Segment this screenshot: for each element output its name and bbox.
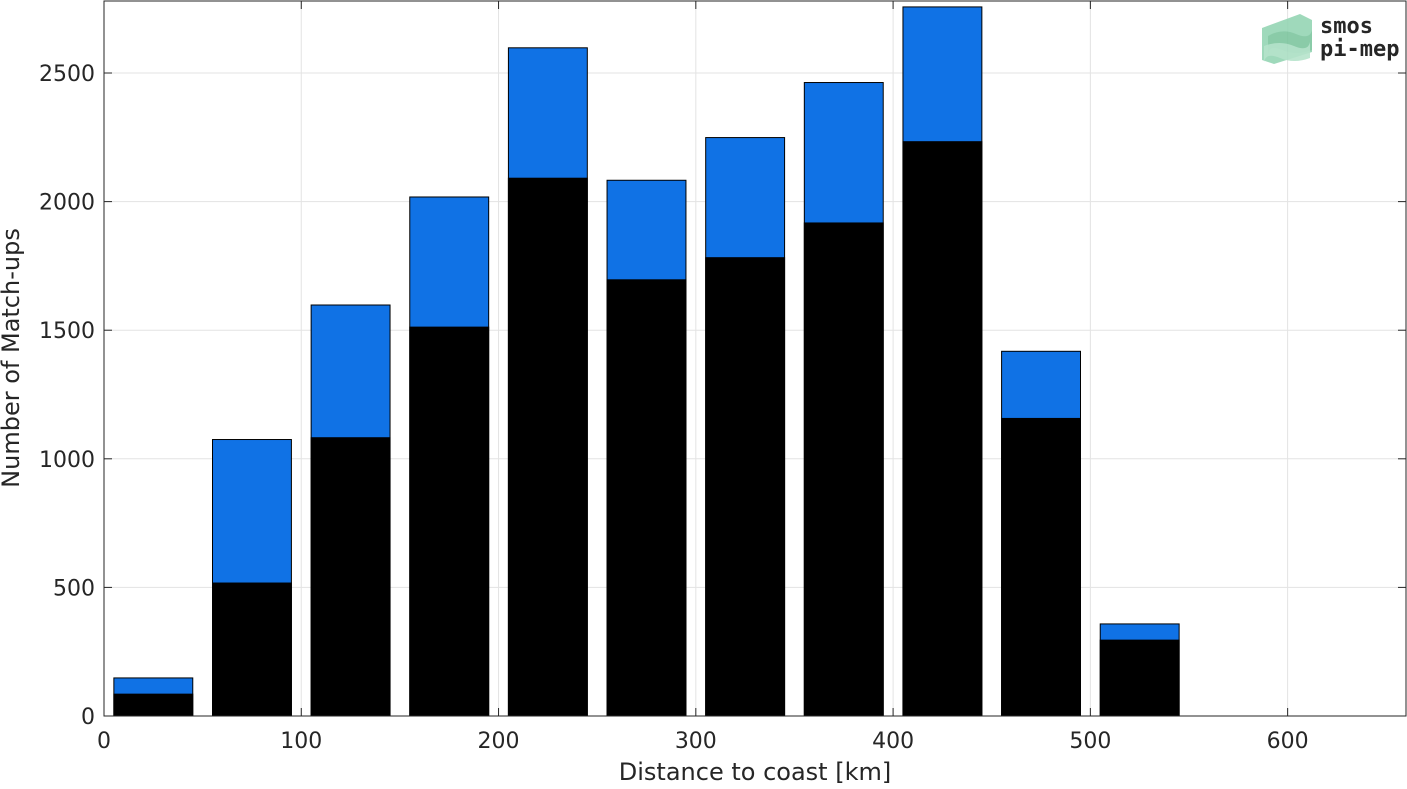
y-tick-label: 2000 <box>39 191 95 216</box>
y-tick-label: 1000 <box>39 448 95 473</box>
bar-series-2 <box>902 141 983 717</box>
x-tick-label: 500 <box>1069 729 1111 754</box>
bar-series-2 <box>113 693 194 717</box>
bar-series-2 <box>409 326 490 717</box>
ticks-layer: 0 100 200 300 400 500 600 0 500 1000 1500 2000 2500 <box>39 1 1406 754</box>
bar-series-2 <box>310 437 391 717</box>
y-tick-label: 500 <box>53 576 95 601</box>
plot-frame <box>103 0 1407 717</box>
x-tick-label: 600 <box>1267 729 1309 754</box>
bar-series-2 <box>803 222 884 717</box>
x-tick-label: 0 <box>97 729 111 754</box>
x-axis-title: Distance to coast [km] <box>619 758 891 785</box>
smos-pimep-logo: smos pi-mep <box>1262 14 1399 64</box>
bar-series-2 <box>1001 417 1081 717</box>
x-tick-label: 400 <box>872 729 914 754</box>
x-tick-label: 300 <box>675 729 717 754</box>
y-tick-label: 2500 <box>39 62 95 87</box>
bar-series-2 <box>606 279 687 717</box>
logo-text-pimep: pi-mep <box>1320 37 1399 62</box>
bar-series-2 <box>507 177 588 717</box>
x-tick-label: 200 <box>478 729 520 754</box>
bar-series-2 <box>1099 639 1180 717</box>
logo-waves-icon <box>1262 14 1312 64</box>
y-tick-label: 1500 <box>39 319 95 344</box>
x-tick-label: 100 <box>280 729 322 754</box>
y-tick-label: 0 <box>81 705 95 730</box>
y-axis-title: Number of Match-ups <box>0 228 25 488</box>
bar-series-2 <box>705 257 786 717</box>
bar-series-2 <box>212 582 292 717</box>
logo-text-smos: smos <box>1320 14 1373 39</box>
bars-layer <box>113 6 1180 717</box>
